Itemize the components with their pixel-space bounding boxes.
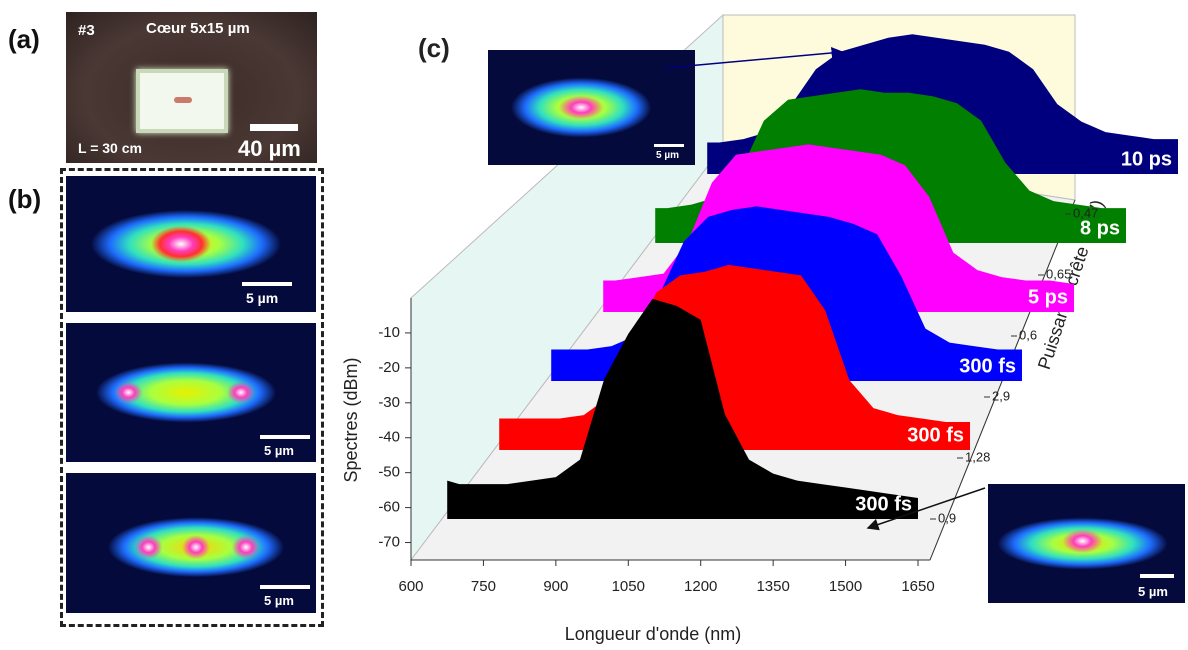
x-axis-title: Longueur d'onde (nm) — [565, 624, 742, 644]
scale-label: 5 µm — [1138, 584, 1168, 599]
z-tick-label: 2,9 — [992, 388, 1010, 403]
core-label: Cœur 5x15 µm — [146, 20, 250, 37]
y-axis-title: Spectres (dBm) — [341, 357, 361, 482]
mode-image: 5 µm — [66, 323, 316, 462]
scale-label: 5 µm — [264, 443, 294, 458]
series-label: 300 fs — [907, 424, 964, 446]
sample-label: #3 — [78, 22, 95, 39]
series-label: 8 ps — [1080, 217, 1120, 239]
mode-image: 5 µm — [66, 473, 316, 613]
panel-frame — [60, 168, 324, 627]
x-tick-label: 1050 — [612, 578, 645, 595]
panel-label: (b) — [8, 184, 42, 214]
mode-image: 5 µm — [66, 176, 316, 312]
y-tick-label: -50 — [378, 464, 400, 481]
spectrum-area — [447, 298, 918, 519]
inset-mode-image: 5 µm — [488, 50, 695, 165]
y-tick-label: -20 — [378, 359, 400, 376]
scale-bar — [242, 282, 292, 286]
scale-label: 5 µm — [656, 150, 679, 161]
series-label: 300 fs — [855, 493, 912, 515]
panel-label: (a) — [8, 24, 40, 54]
inset-mode-image: 5 µm — [988, 484, 1185, 603]
scale-bar — [260, 435, 310, 439]
scale-label: 5 µm — [264, 593, 294, 608]
y-tick-label: -30 — [378, 394, 400, 411]
series-label: 5 ps — [1028, 286, 1068, 308]
z-tick-label: 1,28 — [965, 449, 990, 464]
y-tick-label: -60 — [378, 499, 400, 516]
x-tick-label: 900 — [543, 578, 568, 595]
core-spot — [174, 97, 192, 103]
scale-bar — [260, 585, 310, 589]
y-tick-label: -10 — [378, 324, 400, 341]
series-label: 300 fs — [959, 355, 1016, 377]
scale-bar — [654, 144, 684, 147]
z-tick-label: 0,47 — [1073, 205, 1098, 220]
x-tick-label: 1350 — [756, 578, 789, 595]
scale-bar — [250, 124, 298, 131]
z-tick-label: 0,6 — [1019, 327, 1037, 342]
series-label: 10 ps — [1121, 148, 1172, 170]
y-tick-label: -40 — [378, 429, 400, 446]
x-tick-label: 1500 — [829, 578, 862, 595]
z-tick-label: 0,65 — [1046, 266, 1071, 281]
x-tick-label: 1650 — [901, 578, 934, 595]
scale-label: 5 µm — [246, 290, 279, 306]
length-label: L = 30 cm — [78, 140, 142, 156]
scale-bar — [1140, 574, 1174, 578]
x-tick-label: 600 — [398, 578, 423, 595]
scale-label: 40 µm — [238, 136, 301, 161]
x-tick-label: 750 — [471, 578, 496, 595]
x-tick-label: 1200 — [684, 578, 717, 595]
z-tick-label: 0,9 — [938, 510, 956, 525]
microscope-image: #3 Cœur 5x15 µm L = 30 cm 40 µm — [66, 12, 317, 163]
panel-label: (c) — [418, 33, 450, 63]
y-tick-label: -70 — [378, 534, 400, 551]
fiber-core — [136, 69, 228, 133]
